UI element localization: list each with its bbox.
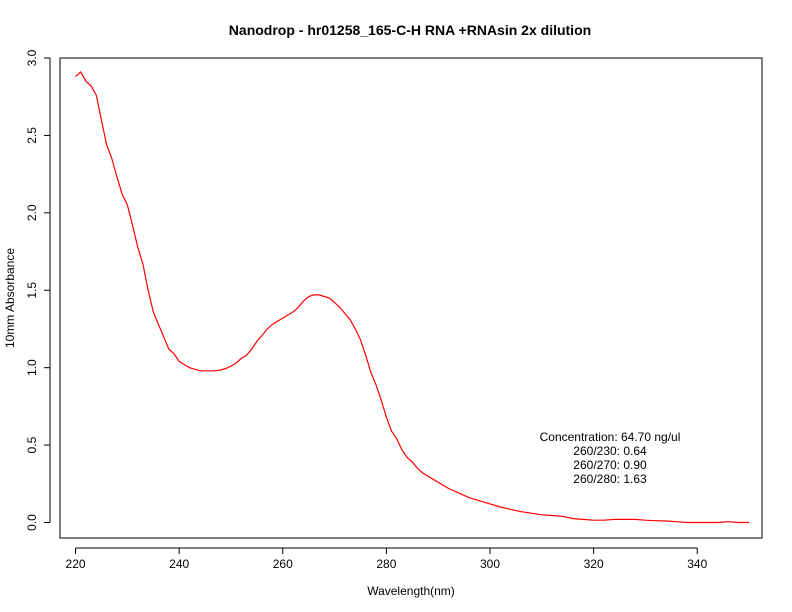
y-tick-label: 1.0 <box>25 359 39 376</box>
x-axis-label: Wavelength(nm) <box>367 584 455 598</box>
y-tick-label: 2.0 <box>25 204 39 221</box>
y-tick-label: 0.5 <box>25 436 39 453</box>
annotation-concentration: Concentration: 64.70 ng/ul <box>540 430 681 444</box>
y-tick-label: 0.0 <box>25 514 39 531</box>
x-tick-label: 300 <box>480 557 500 571</box>
y-tick-label: 2.5 <box>25 127 39 144</box>
y-tick-label: 3.0 <box>25 49 39 66</box>
y-axis: 0.0 0.5 1.0 1.5 2.0 2.5 3.0 <box>25 49 51 531</box>
x-tick-label: 240 <box>169 557 189 571</box>
y-axis-label: 10mm Absorbance <box>3 248 17 348</box>
x-tick-label: 220 <box>66 557 86 571</box>
chart-title: Nanodrop - hr01258_165-C-H RNA +RNAsin 2… <box>229 22 591 38</box>
x-tick-label: 320 <box>584 557 604 571</box>
x-axis: 220 240 260 280 300 320 340 <box>66 547 708 571</box>
y-tick-label: 1.5 <box>25 282 39 299</box>
absorbance-series-line <box>75 70 749 524</box>
annotation-ratio-260-280: 260/280: 1.63 <box>573 472 647 486</box>
annotation-ratio-260-230: 260/230: 0.64 <box>573 444 647 458</box>
x-tick-label: 260 <box>273 557 293 571</box>
plot-frame <box>59 57 763 539</box>
annotation-ratio-260-270: 260/270: 0.90 <box>573 458 647 472</box>
measurement-annotation: Concentration: 64.70 ng/ul 260/230: 0.64… <box>540 430 681 486</box>
x-tick-label: 280 <box>376 557 396 571</box>
x-tick-label: 340 <box>687 557 707 571</box>
